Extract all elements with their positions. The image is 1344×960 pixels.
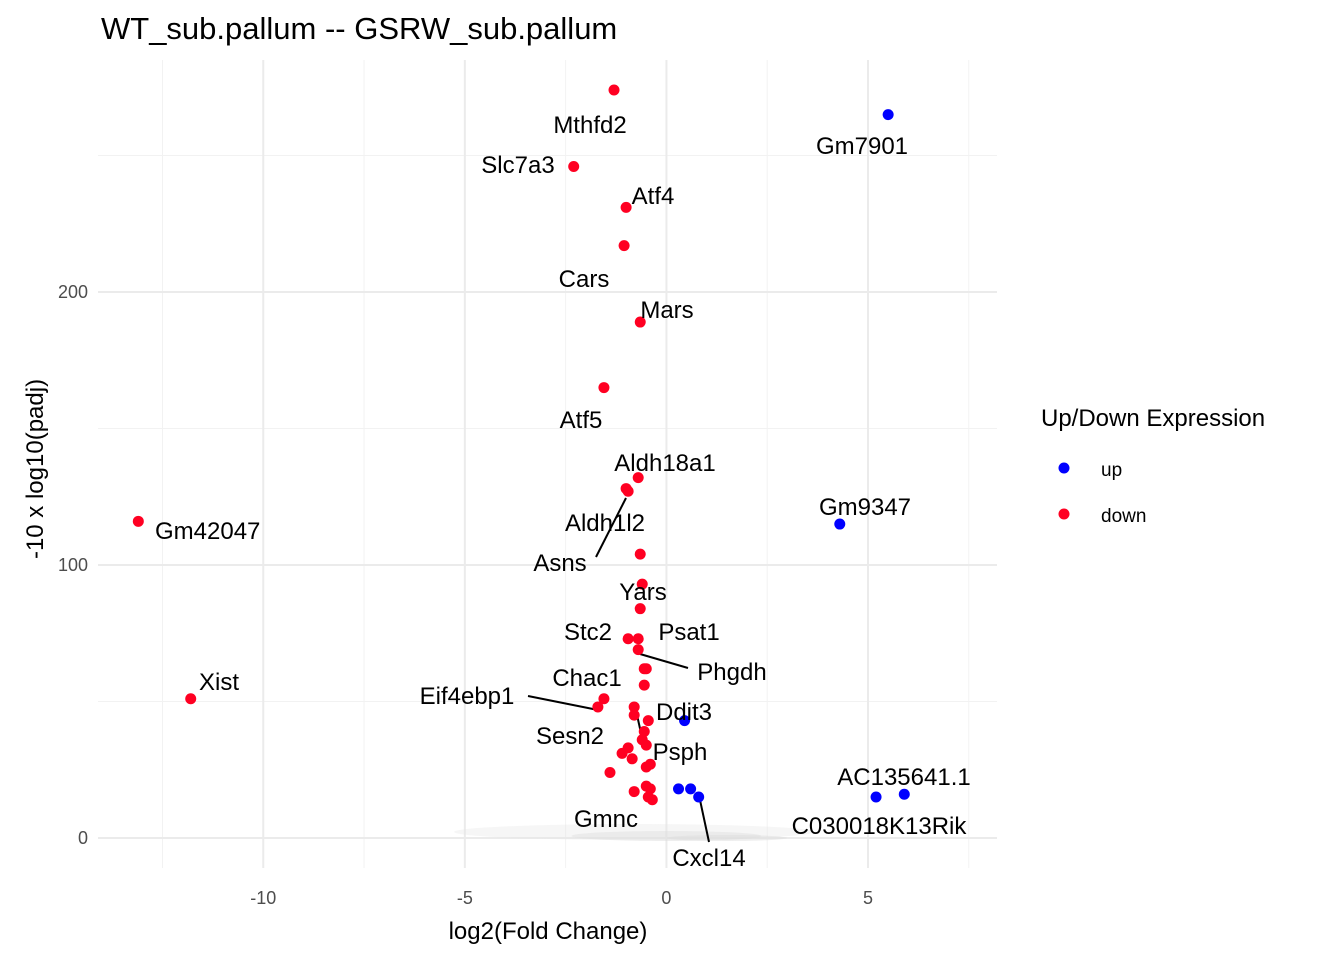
point-label: Yars <box>619 579 667 606</box>
point-label: C030018K13Rik <box>792 813 968 840</box>
point-up <box>693 791 705 803</box>
y-tick-label: 200 <box>58 282 88 302</box>
point-down <box>568 160 580 172</box>
point-down <box>632 644 644 656</box>
leader-line <box>639 653 689 669</box>
point-label: Gm42047 <box>155 518 260 545</box>
legend-key-up <box>1058 462 1070 474</box>
point-down <box>632 472 644 484</box>
point-down <box>132 515 144 527</box>
point-label: Chac1 <box>552 665 621 692</box>
legend-label-up: up <box>1101 460 1122 481</box>
y-axis-title: -10 x log10(padj) <box>22 379 49 559</box>
point-down <box>628 709 640 721</box>
x-tick-label: 5 <box>863 888 873 908</box>
point-down <box>608 84 620 96</box>
point-down <box>632 633 644 645</box>
x-axis-ticks: -10 -5 0 5 <box>250 888 873 908</box>
point-label: Atf5 <box>560 407 603 434</box>
cloud-right <box>666 834 787 841</box>
point-label: Aldh1l2 <box>565 510 645 537</box>
point-down <box>620 201 632 213</box>
leader-line <box>527 695 599 711</box>
point-down <box>634 548 646 560</box>
y-axis-ticks: 0 100 200 <box>58 282 88 848</box>
point-label: Cars <box>559 266 610 293</box>
point-up <box>685 783 697 795</box>
point-up <box>898 788 910 800</box>
point-label: Sesn2 <box>536 723 604 750</box>
point-label: Xist <box>199 669 239 696</box>
x-tick-label: -10 <box>250 888 276 908</box>
point-up <box>834 518 846 530</box>
data-points <box>132 84 910 806</box>
point-down <box>592 701 604 713</box>
point-label: Psph <box>653 739 708 766</box>
y-tick-label: 0 <box>78 828 88 848</box>
x-tick-label: 0 <box>661 888 671 908</box>
label-leader-lines <box>527 497 710 843</box>
x-axis-title: log2(Fold Change) <box>449 918 648 945</box>
point-down <box>640 780 652 792</box>
point-label: Eif4ebp1 <box>420 683 515 710</box>
point-up <box>673 783 685 795</box>
legend: Up/Down Expression up down <box>1041 405 1265 527</box>
point-down <box>636 578 648 590</box>
point-down <box>628 786 640 798</box>
point-label: Aldh18a1 <box>614 450 715 477</box>
chart-title: WT_sub.pallum -- GSRW_sub.pallum <box>101 11 617 46</box>
point-down <box>598 693 610 705</box>
point-down <box>618 240 630 252</box>
point-label: Stc2 <box>564 619 612 646</box>
point-down <box>626 753 638 765</box>
y-tick-label: 100 <box>58 555 88 575</box>
point-down <box>616 747 628 759</box>
leader-line <box>595 497 627 558</box>
point-down <box>640 739 652 751</box>
point-label: Mthfd2 <box>553 112 626 139</box>
point-down <box>640 663 652 675</box>
point-label: Cxcl14 <box>672 845 745 872</box>
point-label: Gm7901 <box>816 133 908 160</box>
grid-lines <box>98 60 997 868</box>
point-down <box>642 715 654 727</box>
point-down <box>634 316 646 328</box>
point-label: Gmnc <box>574 806 638 833</box>
point-down <box>646 794 658 806</box>
point-label: Psat1 <box>658 619 719 646</box>
point-down <box>638 679 650 691</box>
point-up <box>870 791 882 803</box>
point-label: Asns <box>533 550 586 577</box>
x-tick-label: -5 <box>457 888 473 908</box>
legend-key-down <box>1058 508 1070 520</box>
legend-title: Up/Down Expression <box>1041 405 1265 432</box>
point-down <box>644 758 656 770</box>
point-down <box>598 382 610 394</box>
point-down <box>185 693 197 705</box>
point-labels: Mthfd2 Gm7901 Slc7a3 Atf4 Cars Mars Atf5 Aldh18… <box>155 112 971 872</box>
leader-line <box>699 799 710 843</box>
point-label: Mars <box>640 297 693 324</box>
point-label: AC135641.1 <box>837 764 970 791</box>
point-down <box>628 701 640 713</box>
non-significant-cloud <box>454 823 815 841</box>
point-down <box>622 485 634 497</box>
point-down <box>622 633 634 645</box>
point-label: Phgdh <box>697 659 766 686</box>
point-up <box>882 109 894 121</box>
point-label: Gm9347 <box>819 494 911 521</box>
point-up <box>679 715 691 727</box>
point-label: Atf4 <box>632 183 675 210</box>
point-label: Slc7a3 <box>481 152 554 179</box>
point-label: Ddit3 <box>656 699 712 726</box>
point-down <box>604 766 616 778</box>
point-down <box>634 603 646 615</box>
legend-label-down: down <box>1101 506 1146 527</box>
